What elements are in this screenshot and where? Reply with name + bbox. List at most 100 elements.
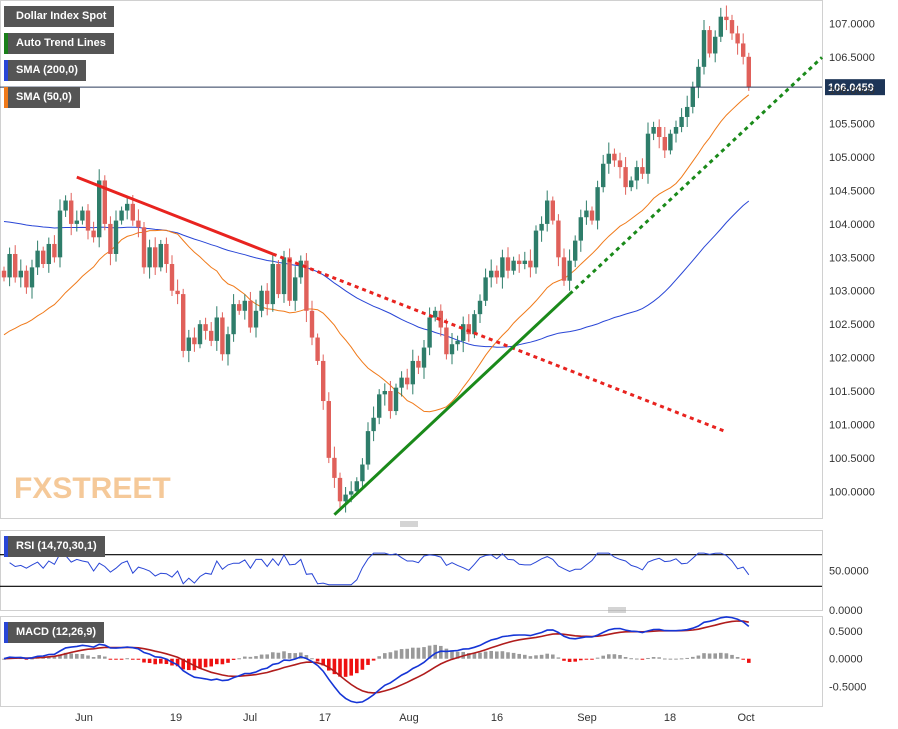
candle-body — [584, 210, 589, 218]
macd-histogram-bar — [175, 658, 180, 667]
candle-body — [52, 243, 57, 258]
macd-histogram-bar — [360, 658, 365, 670]
macd-histogram-bar — [691, 656, 695, 659]
candle-body — [567, 260, 572, 281]
macd-histogram-bar — [472, 653, 477, 659]
candle-body — [617, 160, 623, 168]
macd-histogram-bar — [663, 658, 667, 660]
watermark: FXSTREET — [14, 472, 171, 505]
macd-histogram-bar — [192, 658, 197, 671]
macd-histogram-bar — [215, 658, 219, 665]
candle-body — [1, 270, 7, 278]
legend-sma-50[interactable]: SMA (50,0) — [4, 87, 80, 108]
macd-histogram-bar — [108, 658, 113, 660]
legend-swatch — [4, 622, 8, 643]
legend-sma-200[interactable]: SMA (200,0) — [4, 60, 86, 81]
candle-body — [701, 30, 707, 67]
candle-body — [713, 36, 718, 54]
candle-body — [651, 126, 656, 134]
x-tick-label: Jul — [243, 712, 257, 724]
candle-body — [304, 260, 309, 311]
legend-auto-trend[interactable]: Auto Trend Lines — [4, 33, 114, 54]
rsi-panel-frame — [0, 530, 823, 611]
macd-histogram-bar — [58, 654, 62, 659]
candle-body — [237, 304, 242, 311]
macd-line — [3, 616, 750, 704]
candle-body — [662, 137, 667, 151]
macd-histogram-bar — [153, 658, 157, 665]
price-panel-frame — [0, 0, 823, 519]
y-tick-label: 103.5000 — [829, 252, 875, 264]
candle-body — [735, 33, 740, 44]
last-price-box — [825, 79, 885, 96]
legend-swatch — [4, 536, 8, 557]
macd-histogram-bar — [713, 653, 717, 659]
macd-histogram-bar — [657, 657, 661, 659]
macd-histogram-bar — [478, 652, 482, 659]
macd-histogram-bar — [618, 654, 622, 659]
macd-histogram-bar — [702, 653, 706, 659]
macd-histogram-bar — [259, 654, 264, 659]
candle-body — [746, 56, 751, 87]
candle-body — [433, 310, 438, 318]
candle-body — [550, 200, 555, 221]
macd-histogram-bar — [545, 653, 549, 659]
candle-body — [158, 243, 163, 268]
candle-body — [612, 153, 617, 161]
candle-body — [24, 270, 29, 288]
sma-200-path — [3, 200, 750, 348]
candle-body — [679, 116, 684, 127]
candle-body — [657, 126, 662, 138]
macd-y-tick: 0.5000 — [829, 626, 863, 638]
macd-histogram-bar — [730, 654, 734, 659]
candle-body — [561, 257, 567, 281]
macd-histogram-bar — [181, 658, 185, 670]
candle-body — [321, 360, 326, 402]
candle-body — [192, 337, 197, 345]
macd-histogram-bar — [231, 658, 236, 660]
x-tick-label: 19 — [170, 712, 182, 724]
legend-dollar-index[interactable]: Dollar Index Spot — [4, 6, 115, 27]
macd-histogram-bar — [444, 648, 449, 659]
candle-body — [276, 264, 281, 295]
y-tick-label: 103.0000 — [829, 286, 875, 298]
candle-body — [405, 377, 410, 385]
candle-body — [181, 294, 186, 351]
candle-body — [573, 240, 578, 261]
candle-body — [477, 300, 483, 315]
candle-body — [41, 250, 46, 265]
candle-body — [690, 86, 695, 107]
candle-body — [343, 494, 348, 502]
candle-body — [707, 30, 712, 54]
legend-label: SMA (200,0) — [16, 64, 78, 76]
macd-histogram-bar — [579, 658, 583, 661]
candle-body — [545, 200, 550, 224]
macd-histogram-bar — [422, 647, 426, 659]
candles[interactable] — [1, 5, 751, 513]
candle-body — [326, 401, 331, 458]
candle-body — [113, 220, 119, 254]
macd-histogram-bar — [75, 653, 79, 659]
grid-lines — [0, 0, 823, 707]
candle-body — [35, 250, 40, 268]
macd-histogram-bar — [646, 657, 650, 659]
macd-histogram-bar — [114, 658, 118, 660]
legend-macd[interactable]: MACD (12,26,9) — [4, 622, 105, 643]
macd-histogram-bar — [332, 658, 337, 675]
macd-histogram-bar — [511, 652, 516, 659]
legend-swatch — [4, 60, 8, 81]
macd-histogram-bar — [696, 655, 701, 659]
macd-y-tick: -0.5000 — [829, 682, 866, 694]
candle-body — [69, 200, 74, 224]
legend-swatch — [4, 33, 8, 54]
candle-body — [248, 300, 253, 328]
candle-body — [377, 394, 382, 418]
y-tick-label: 105.5000 — [829, 119, 875, 131]
candle-body — [589, 210, 595, 221]
macd-histogram-bar — [349, 658, 353, 676]
candle-body — [388, 391, 393, 412]
trend-lines — [76, 56, 824, 516]
legend-rsi[interactable]: RSI (14,70,30,1) — [4, 536, 105, 557]
macd-histogram-bar — [237, 658, 241, 660]
